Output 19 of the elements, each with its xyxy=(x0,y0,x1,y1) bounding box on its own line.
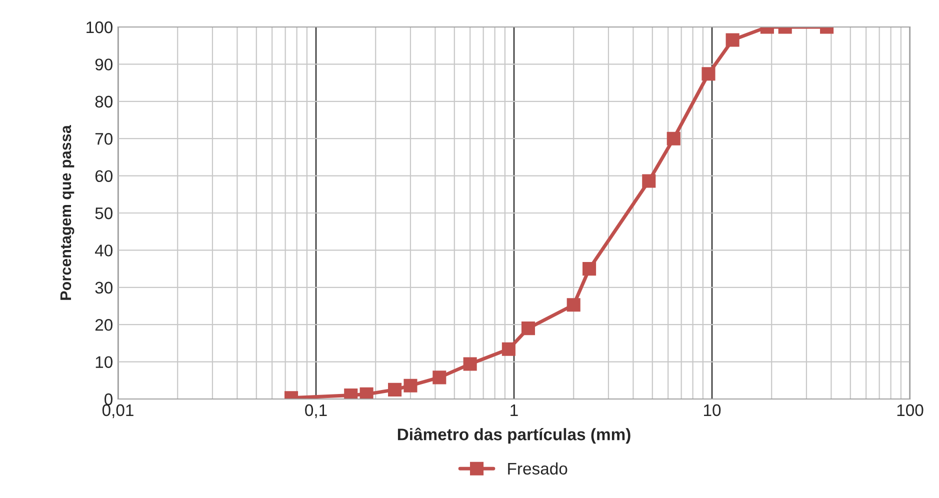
y-tick-label: 60 xyxy=(95,170,112,182)
y-axis-title: Porcentagem que passa xyxy=(60,125,74,300)
y-tick-label: 40 xyxy=(94,244,112,256)
y-tick-label: 90 xyxy=(95,58,112,70)
y-tick-label: 80 xyxy=(95,96,112,108)
x-tick-label: 0,1 xyxy=(305,404,327,418)
y-tick-label: 0 xyxy=(104,393,112,406)
legend-label: Fresado xyxy=(508,462,568,475)
x-tick-label: 0,01 xyxy=(102,404,134,418)
x-tick-label: 1 xyxy=(510,404,518,416)
x-axis-title: Diâmetro das partículas (mm) xyxy=(398,428,630,444)
y-tick-label: 10 xyxy=(96,356,112,368)
y-tick-label: 70 xyxy=(95,133,112,145)
y-tick-label: 100 xyxy=(86,21,112,34)
y-tick-label: 30 xyxy=(95,282,112,294)
y-tick-label: 50 xyxy=(95,207,112,220)
x-tick-label: 100 xyxy=(897,404,924,416)
y-tick-label: 20 xyxy=(95,319,112,331)
x-tick-label: 10 xyxy=(704,404,721,416)
